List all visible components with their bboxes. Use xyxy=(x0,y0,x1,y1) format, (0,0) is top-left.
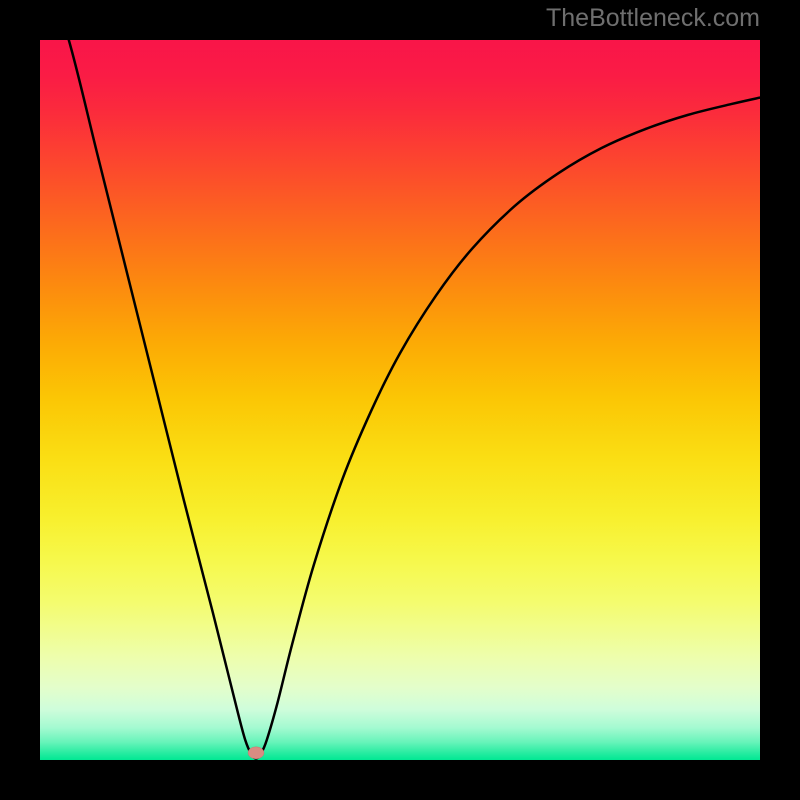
optimum-marker xyxy=(248,747,264,759)
chart-outer-frame: TheBottleneck.com xyxy=(0,0,800,800)
plot-area xyxy=(40,40,760,760)
chart-svg xyxy=(40,40,760,760)
watermark-text: TheBottleneck.com xyxy=(546,4,760,33)
gradient-background xyxy=(40,40,760,760)
